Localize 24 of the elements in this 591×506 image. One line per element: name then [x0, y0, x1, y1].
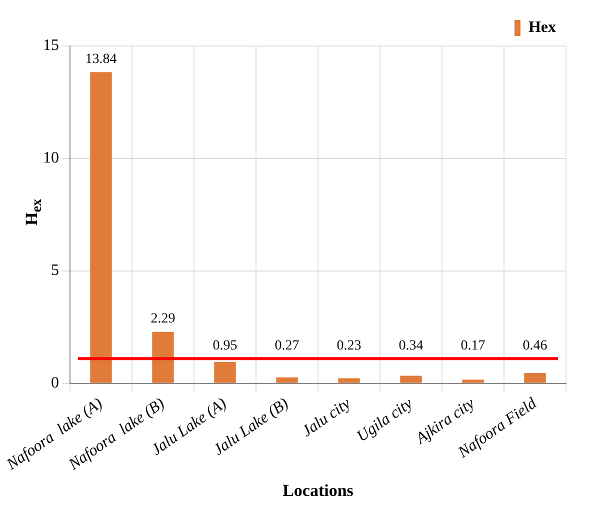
bar: [152, 332, 174, 383]
bar: [524, 373, 546, 383]
bar: [338, 378, 360, 383]
data-label: 13.84: [85, 52, 117, 67]
y-tick-label: 10: [43, 150, 59, 167]
data-label: 0.95: [212, 338, 238, 354]
data-label: 0.46: [522, 338, 548, 354]
legend-label: Hex: [528, 19, 556, 36]
data-label: 0.17: [460, 338, 486, 354]
bar: [90, 72, 112, 383]
bar: [400, 376, 422, 383]
data-label: 2.29: [150, 312, 176, 327]
data-label: 0.23: [336, 338, 362, 354]
data-label: 0.34: [398, 338, 424, 354]
y-tick-label: 5: [51, 262, 59, 280]
bar: [276, 377, 298, 383]
x-tick-label: Ugila city: [354, 394, 416, 446]
x-tick-label: Jalu city: [299, 394, 354, 440]
bar: [214, 362, 236, 383]
data-label: 0.27: [274, 338, 300, 354]
bar: [462, 380, 484, 383]
y-tick-label: 15: [43, 37, 59, 54]
x-axis-title: Locations: [282, 481, 354, 500]
y-tick-label: 0: [51, 374, 59, 392]
